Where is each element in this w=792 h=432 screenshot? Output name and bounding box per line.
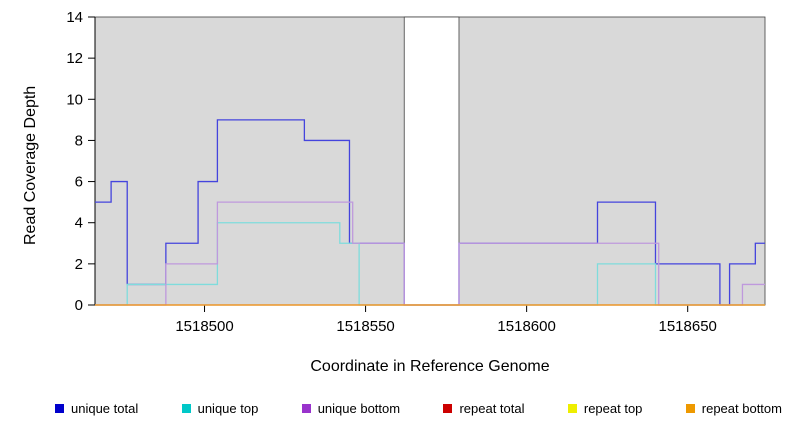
- legend-item-unique-top: unique top: [181, 401, 259, 416]
- x-tick-label: 1518550: [336, 318, 394, 335]
- coverage-gap-band: [403, 16, 460, 306]
- legend-label: unique top: [197, 401, 259, 416]
- legend-item-repeat-bottom: repeat bottom: [685, 401, 782, 416]
- x-tick-label: 1518600: [497, 318, 555, 335]
- series-unique-top: [95, 222, 765, 306]
- legend-item-unique-total: unique total: [55, 401, 138, 416]
- y-tick-label: 2: [75, 256, 83, 273]
- legend-swatch-icon: [181, 404, 191, 413]
- y-tick-label: 4: [75, 215, 83, 232]
- legend-item-repeat-total: repeat total: [443, 401, 525, 416]
- legend-label: repeat top: [583, 401, 643, 416]
- legend-label: unique total: [71, 401, 139, 416]
- legend-swatch-icon: [443, 404, 453, 413]
- legend-item-unique-bottom: unique bottom: [301, 401, 401, 416]
- y-tick-label: 14: [66, 9, 83, 26]
- legend-swatch-icon: [301, 404, 311, 413]
- y-tick-label: 6: [75, 174, 83, 191]
- legend-label: unique bottom: [317, 401, 401, 416]
- x-axis-title: Coordinate in Reference Genome: [310, 358, 550, 375]
- y-tick-label: 12: [66, 50, 83, 67]
- legend-item-repeat-top: repeat top: [567, 401, 643, 416]
- legend-label: repeat bottom: [701, 401, 782, 416]
- legend: unique total unique top unique bottom repea…: [55, 401, 782, 416]
- y-tick-label: 8: [75, 132, 83, 149]
- coverage-plot: 0 2 4 6 8 10 12 14 1518500 1518550 1518600 1518650: [66, 9, 766, 335]
- y-tick-label: 0: [75, 297, 83, 314]
- legend-label: repeat total: [459, 401, 525, 416]
- legend-swatch-icon: [55, 404, 64, 413]
- x-tick-label: 1518650: [658, 318, 716, 335]
- legend-swatch-icon: [685, 404, 695, 413]
- legend-swatch-icon: [567, 404, 577, 413]
- x-tick-label: 1518500: [175, 318, 233, 335]
- y-tick-label: 10: [66, 91, 83, 108]
